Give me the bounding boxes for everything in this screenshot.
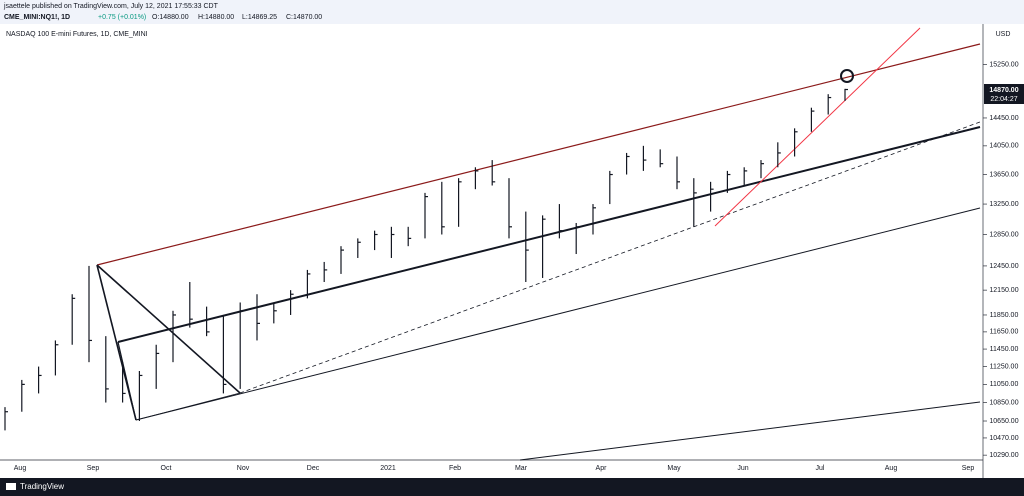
fan-line bbox=[96, 264, 241, 394]
x-tick-label: Oct bbox=[161, 465, 172, 472]
y-tick-label: 10290.00 bbox=[989, 452, 1018, 459]
x-tick-label: Jun bbox=[737, 465, 748, 472]
y-tick-label: 13650.00 bbox=[989, 171, 1018, 178]
x-tick-label: 2021 bbox=[380, 465, 396, 472]
y-tick-label: 12450.00 bbox=[989, 263, 1018, 270]
y-tick-label: 14450.00 bbox=[989, 115, 1018, 122]
high: H:14880.00 bbox=[198, 14, 234, 21]
lower-channel bbox=[135, 207, 981, 421]
y-tick-label: 12850.00 bbox=[989, 231, 1018, 238]
currency: USD bbox=[996, 31, 1011, 38]
upper-channel bbox=[96, 43, 981, 266]
red-trendline bbox=[714, 27, 921, 227]
y-tick-label: 14050.00 bbox=[989, 143, 1018, 150]
x-tick-label: Feb bbox=[449, 465, 461, 472]
bars bbox=[4, 88, 848, 431]
publisher: jsaettele published on TradingView.com, … bbox=[3, 3, 219, 10]
x-tick-label: Aug bbox=[14, 465, 27, 472]
outer-channel bbox=[519, 401, 981, 461]
y-tick-label: 11450.00 bbox=[990, 346, 1019, 353]
chart-title: NASDAQ 100 E-mini Futures, 1D, CME_MINI bbox=[6, 31, 148, 38]
open: O:14880.00 bbox=[152, 14, 189, 21]
y-tick-label: 11050.00 bbox=[990, 381, 1019, 388]
x-tick-label: Mar bbox=[515, 465, 528, 472]
x-tick-label: Sep bbox=[87, 465, 100, 472]
x-tick-label: Apr bbox=[596, 465, 608, 472]
fan-line bbox=[135, 392, 241, 421]
low: L:14869.25 bbox=[242, 14, 277, 21]
x-tick-label: Jul bbox=[816, 465, 825, 472]
y-tick-label: 15250.00 bbox=[989, 61, 1018, 68]
last-price-box bbox=[984, 84, 1024, 104]
median-line bbox=[117, 126, 981, 343]
y-tick-label: 12150.00 bbox=[989, 287, 1018, 294]
change: +0.75 (+0.01%) bbox=[98, 14, 146, 21]
y-tick-label: 10650.00 bbox=[989, 418, 1018, 425]
logo bbox=[6, 483, 16, 490]
symbol: CME_MINI:NQ1!, 1D bbox=[4, 14, 70, 21]
y-tick-label: 10850.00 bbox=[989, 399, 1018, 406]
x-tick-label: Dec bbox=[307, 465, 320, 472]
x-tick-label: Sep bbox=[962, 465, 975, 472]
brand: TradingView bbox=[20, 482, 64, 491]
header-bar bbox=[0, 0, 1024, 24]
target-circle bbox=[840, 69, 854, 83]
x-tick-label: Nov bbox=[237, 465, 250, 472]
x-tick-label: Aug bbox=[885, 465, 898, 472]
y-tick-label: 11250.00 bbox=[990, 363, 1019, 370]
drawings bbox=[96, 27, 981, 461]
y-tick-label: 11850.00 bbox=[990, 312, 1019, 319]
last-price: 14870.00 bbox=[989, 87, 1018, 94]
fan-line bbox=[117, 341, 137, 421]
close: C:14870.00 bbox=[286, 14, 322, 21]
y-tick-label: 10470.00 bbox=[989, 435, 1018, 442]
y-tick-label: 11650.00 bbox=[990, 329, 1019, 336]
x-tick-label: May bbox=[667, 465, 681, 472]
countdown: 22:04:27 bbox=[990, 96, 1017, 103]
dashed-line bbox=[239, 121, 981, 394]
y-tick-label: 13250.00 bbox=[989, 201, 1018, 208]
footer-bar bbox=[0, 478, 1024, 496]
